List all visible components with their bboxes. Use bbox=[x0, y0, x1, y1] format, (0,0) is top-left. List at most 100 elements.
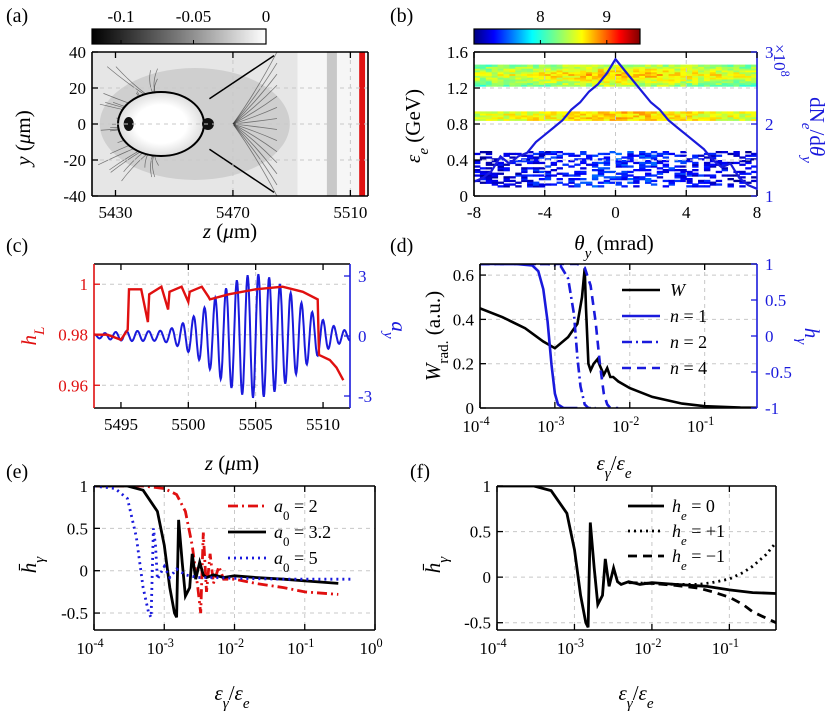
panel-c-xlabel-part: z bbox=[204, 451, 213, 475]
panel-b-cell bbox=[733, 82, 740, 85]
panel-b-cell bbox=[497, 79, 504, 82]
panel-b-cell bbox=[485, 70, 493, 73]
panel-b-cell bbox=[485, 82, 493, 85]
panel-e-ylabel: h̄γ bbox=[17, 556, 48, 574]
panel-b-cell bbox=[668, 181, 675, 184]
panel-b-cell bbox=[644, 71, 652, 75]
panel-b-cell bbox=[692, 68, 699, 71]
panel-b-cell bbox=[650, 70, 658, 73]
panel-b-cell bbox=[574, 68, 581, 71]
panel-b-cell bbox=[515, 172, 522, 175]
panel-a-front-stripe bbox=[326, 52, 337, 196]
panel-b-cell bbox=[497, 169, 504, 172]
panel-b-cell bbox=[615, 183, 622, 186]
panel-b-cell bbox=[639, 154, 646, 157]
panel-b-cell bbox=[544, 111, 552, 114]
panel-b-cell bbox=[621, 176, 628, 179]
panel-b-cell bbox=[703, 179, 711, 183]
panel-a-xlabel-part: ( bbox=[211, 219, 223, 243]
panel-b-cell bbox=[497, 115, 504, 118]
panel-b-cell bbox=[591, 66, 599, 69]
panel-b-cell bbox=[680, 68, 687, 71]
panel-b-cell bbox=[733, 154, 740, 157]
panel-b-cell bbox=[727, 152, 734, 156]
panel-b-cell bbox=[544, 118, 552, 121]
panel-b-cell bbox=[639, 80, 646, 84]
panel-b-cell bbox=[721, 70, 729, 73]
panel-b-cell bbox=[674, 77, 681, 80]
panel-b-cell bbox=[709, 165, 717, 168]
panel-a-xlabel-part: z bbox=[202, 219, 211, 243]
panel-b-cell bbox=[680, 116, 687, 120]
panel-b-cell bbox=[644, 84, 652, 87]
panel-b-cell bbox=[532, 116, 540, 120]
panel-b-cell bbox=[562, 70, 569, 73]
panel-b-cell bbox=[479, 71, 487, 75]
panel-b-cell bbox=[515, 163, 522, 166]
panel-b-cell bbox=[591, 185, 599, 188]
panel-b-cell bbox=[491, 80, 499, 84]
panel-b-cell bbox=[698, 111, 705, 114]
panel-b-cell bbox=[550, 111, 558, 114]
panel-b-cell bbox=[497, 181, 504, 184]
panel-b-cell bbox=[727, 113, 734, 116]
panel-e-xtick-label-part: -1 bbox=[304, 636, 314, 650]
panel-b-cell bbox=[597, 82, 605, 85]
panel-d-xlabel-part: ε bbox=[617, 451, 626, 475]
panel-b-cell bbox=[739, 82, 746, 85]
panel-b-colorbar-label: 8 bbox=[536, 7, 545, 26]
panel-b-cell bbox=[639, 161, 646, 165]
panel-b-cell bbox=[745, 70, 752, 73]
panel-b-cell bbox=[568, 118, 575, 121]
panel-b-cell bbox=[597, 115, 605, 118]
panel-e-legend-label-part: 0 bbox=[283, 560, 289, 575]
panel-f-legend-label: he = −1 bbox=[672, 546, 725, 573]
panel-b-cell bbox=[627, 154, 634, 157]
panel-b-cell bbox=[527, 68, 534, 71]
panel-d-ylabel: Wrad. (a.u.) bbox=[421, 291, 452, 381]
panel-b-ytick-label: 1.6 bbox=[447, 43, 468, 62]
panel-b-cell bbox=[574, 172, 581, 175]
panel-b-cell bbox=[698, 118, 705, 121]
panel-b-cell bbox=[680, 113, 687, 116]
panel-b-cell bbox=[727, 183, 734, 186]
panel-b-cell bbox=[644, 66, 652, 69]
panel-b-cell bbox=[474, 118, 481, 121]
panel-c-ytick-label: 0.98 bbox=[58, 326, 88, 345]
panel-b-cell bbox=[544, 165, 552, 168]
panel-b-cell bbox=[479, 156, 487, 159]
panel-b-cell bbox=[491, 71, 499, 75]
panel-f-legend-label-part: e bbox=[681, 508, 687, 523]
panel-b-cell bbox=[656, 154, 664, 157]
panel-b-cell bbox=[556, 151, 563, 154]
panel-b-cell bbox=[680, 70, 687, 73]
panel-b-cell bbox=[721, 77, 729, 80]
panel-b-cell bbox=[609, 118, 616, 121]
panel-b-cell bbox=[580, 68, 587, 71]
panel-b-cell bbox=[503, 185, 510, 188]
panel-b-cell bbox=[591, 169, 599, 172]
panel-b-cell bbox=[615, 68, 622, 71]
panel-b-cell bbox=[692, 185, 699, 188]
panel-b-cell bbox=[574, 73, 581, 76]
panel-b-cell bbox=[479, 118, 487, 121]
panel-b-cell bbox=[656, 118, 664, 121]
panel-d-xtick-label-part: 10 bbox=[612, 417, 629, 436]
panel-b-cell bbox=[497, 66, 504, 69]
panel-b-cell bbox=[591, 161, 599, 165]
panel-e-legend-label: a0 = 3.2 bbox=[274, 522, 331, 549]
panel-b-cell bbox=[509, 84, 516, 87]
panel-b-cell bbox=[550, 71, 558, 75]
panel-b-cell bbox=[615, 82, 622, 85]
panel-b-cell bbox=[609, 77, 616, 80]
panel-b-xtick-label: -4 bbox=[538, 203, 553, 222]
panel-b-cell bbox=[574, 113, 581, 116]
panel-b-cell bbox=[662, 169, 670, 172]
panel-b-cell bbox=[503, 167, 510, 170]
panel-b-cell bbox=[586, 71, 593, 75]
panel-a-wake-line bbox=[232, 123, 278, 141]
panel-b-cell bbox=[698, 73, 705, 76]
panel-b-cell bbox=[521, 111, 528, 114]
panel-b-cell bbox=[680, 79, 687, 82]
panel-b-cell bbox=[662, 84, 670, 87]
